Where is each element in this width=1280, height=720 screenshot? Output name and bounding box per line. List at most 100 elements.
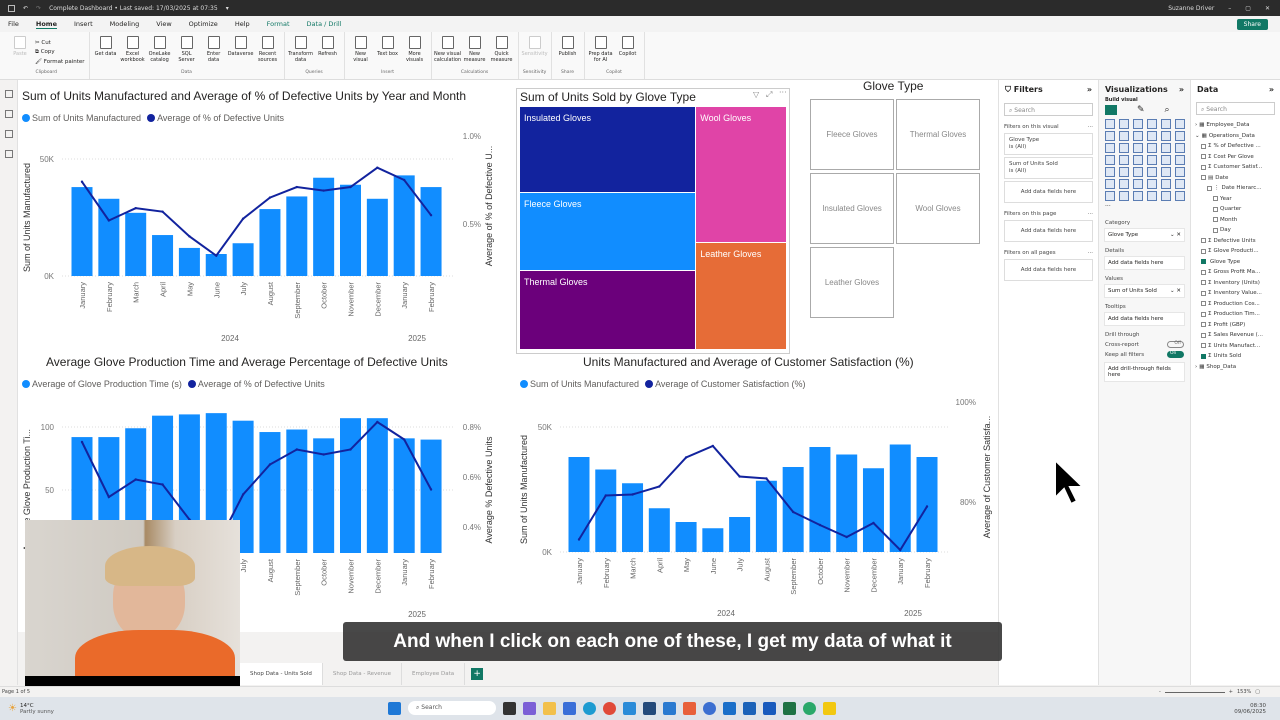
excel-workbook-button[interactable]: Excel workbook [120, 36, 145, 63]
expand-chevron-icon[interactable]: › [1195, 122, 1198, 129]
minimize-button[interactable]: – [1228, 4, 1232, 12]
visual-type-icon[interactable] [1147, 143, 1157, 153]
file-explorer-icon[interactable] [543, 701, 556, 715]
visual-type-icon[interactable] [1105, 119, 1115, 129]
data-field-item[interactable]: Glove Type [1195, 257, 1276, 268]
treemap-tile[interactable]: Insulated Gloves [520, 107, 696, 192]
legend-item[interactable]: Sum of Units Manufactured [22, 113, 141, 123]
filter-card[interactable]: Sum of Units Sold is (All) [1004, 157, 1093, 179]
fit-page-icon[interactable]: ▢ [1255, 689, 1260, 695]
data-field-item[interactable]: Σ Units Sold [1195, 351, 1276, 362]
drill-through-well[interactable]: Add drill-through fields here [1104, 362, 1185, 382]
tab-optimize[interactable]: Optimize [188, 20, 218, 28]
legend-item[interactable]: Average of Glove Production Time (s) [22, 379, 182, 389]
tab-format[interactable]: Format [266, 20, 290, 28]
visual-type-icon[interactable] [1105, 167, 1115, 177]
data-field-item[interactable]: ⋮ Date Hierarc... [1195, 183, 1276, 194]
visual-type-icon[interactable] [1161, 167, 1171, 177]
values-well[interactable]: Sum of Units Sold ⌄ ✕ [1104, 284, 1185, 298]
model-view-icon[interactable] [5, 130, 13, 138]
visual-type-icon[interactable] [1175, 155, 1185, 165]
slicer-option[interactable]: Insulated Gloves [810, 173, 894, 244]
checkbox[interactable] [1201, 332, 1206, 338]
excel-icon[interactable] [783, 701, 796, 715]
treemap-tile[interactable]: Thermal Gloves [520, 271, 696, 349]
checkbox[interactable] [1201, 143, 1206, 149]
chevron-down-icon[interactable]: ▾ [225, 4, 229, 12]
visual-type-icon[interactable] [1175, 191, 1185, 201]
visual-type-icon[interactable] [1147, 167, 1157, 177]
refresh-button[interactable]: Refresh [316, 36, 340, 57]
visual-type-icon[interactable] [1119, 167, 1129, 177]
visual-type-icon[interactable] [1175, 143, 1185, 153]
data-field-item[interactable]: ⌄ ▦ Operations_Data [1195, 132, 1255, 139]
zoom-in-button[interactable]: + [1228, 689, 1233, 695]
table-view-icon[interactable] [5, 110, 13, 118]
data-field-item[interactable]: Day [1195, 225, 1276, 236]
visual-type-icon[interactable] [1147, 119, 1157, 129]
teams-icon[interactable] [523, 701, 536, 715]
tab-insert[interactable]: Insert [73, 20, 93, 28]
page-tab[interactable]: Employee Data [402, 663, 466, 685]
visual-type-icon[interactable] [1175, 179, 1185, 189]
checkbox[interactable] [1213, 217, 1218, 223]
data-field-item[interactable]: › ▦ Employee_Data [1195, 122, 1250, 129]
maximize-button[interactable]: ▢ [1245, 4, 1251, 12]
new-measure-button[interactable]: New measure [463, 36, 487, 63]
app-icon[interactable] [683, 701, 696, 715]
checkbox[interactable] [1201, 248, 1206, 254]
collapse-icon[interactable]: » [1086, 85, 1092, 94]
filter-card[interactable]: Glove Type is (All) [1004, 133, 1093, 155]
task-view-icon[interactable] [503, 701, 516, 715]
visual-type-icon[interactable] [1133, 155, 1143, 165]
legend-item[interactable]: Average of Customer Satisfaction (%) [645, 379, 805, 389]
expand-chevron-icon[interactable]: ⌄ [1195, 132, 1200, 139]
copilot-app-icon[interactable] [623, 701, 636, 715]
sensitivity-button[interactable]: Sensitivity [522, 36, 548, 57]
zoom-out-button[interactable]: - [1158, 689, 1161, 695]
add-filter-drop[interactable]: Add data fields here [1004, 181, 1093, 203]
get-data-button[interactable]: Get data [94, 36, 118, 57]
report-view-icon[interactable] [5, 90, 13, 98]
visual-type-icon[interactable] [1119, 119, 1129, 129]
redo-icon[interactable]: ↷ [36, 4, 42, 12]
windows-start-icon[interactable] [388, 701, 401, 715]
visual-type-icon[interactable] [1161, 191, 1171, 201]
visual-type-icon[interactable] [1133, 191, 1143, 201]
tab-modeling[interactable]: Modeling [109, 20, 140, 28]
data-field-item[interactable]: Month [1195, 215, 1276, 226]
tab-home[interactable]: Home [35, 19, 57, 29]
taskbar-search[interactable]: ⌕ Search [408, 701, 496, 715]
more-icon[interactable]: ··· [1087, 124, 1093, 130]
snipping-tool-icon[interactable] [563, 701, 576, 715]
visual-type-icon[interactable] [1119, 131, 1129, 141]
share-button[interactable]: Share [1236, 18, 1268, 30]
visual-type-icon[interactable] [1119, 191, 1129, 201]
recent-sources-button[interactable]: Recent sources [256, 36, 280, 63]
more-visuals-button[interactable]: More visuals [403, 36, 427, 63]
store-icon[interactable] [643, 701, 656, 715]
quick-measure-button[interactable]: Quick measure [490, 36, 514, 63]
slicer-option[interactable]: Fleece Gloves [810, 99, 894, 170]
word-icon[interactable] [763, 701, 776, 715]
checkbox[interactable] [1201, 301, 1206, 307]
checkbox[interactable] [1201, 280, 1206, 286]
tab-view[interactable]: View [156, 20, 172, 28]
format-visual-icon[interactable]: ✎ [1137, 105, 1145, 115]
visual-type-icon[interactable] [1105, 191, 1115, 201]
dax-query-view-icon[interactable] [5, 150, 13, 158]
filter-icon[interactable]: ▽ [753, 90, 760, 99]
visual-type-icon[interactable] [1119, 179, 1129, 189]
visual-type-icon[interactable] [1133, 119, 1143, 129]
data-field-item[interactable]: Σ Production Tim... [1195, 309, 1276, 320]
build-visual-icon[interactable] [1105, 105, 1117, 115]
user-name[interactable]: Suzanne Driver [1168, 4, 1215, 12]
visual-type-icon[interactable] [1105, 131, 1115, 141]
checkbox[interactable] [1201, 238, 1206, 244]
more-icon[interactable]: ··· [1087, 211, 1093, 217]
visual-type-icon[interactable] [1133, 131, 1143, 141]
checkbox[interactable] [1213, 206, 1218, 212]
visual-type-icon[interactable] [1133, 167, 1143, 177]
collapse-icon[interactable]: » [1268, 85, 1274, 94]
visual-type-icon[interactable] [1175, 131, 1185, 141]
